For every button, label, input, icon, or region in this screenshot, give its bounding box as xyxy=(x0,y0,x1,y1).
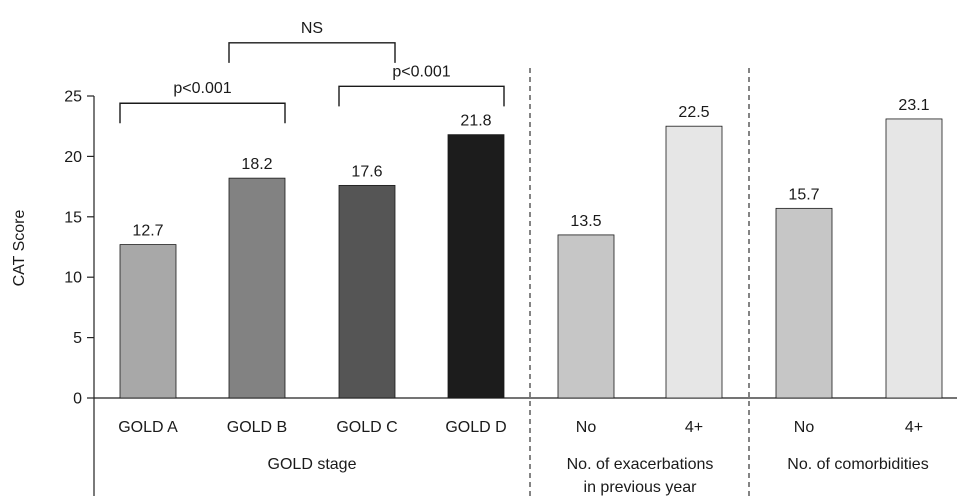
y-tick-label: 15 xyxy=(64,209,82,226)
bar xyxy=(775,207,833,399)
y-tick-label: 25 xyxy=(64,89,82,106)
bar xyxy=(447,134,505,399)
x-tick-label: No xyxy=(794,419,815,436)
x-tick-label: 4+ xyxy=(685,419,703,436)
x-tick-label: GOLD A xyxy=(118,419,178,436)
y-tick-label: 0 xyxy=(73,391,82,408)
x-tick-label: GOLD D xyxy=(445,419,506,436)
bar-value-label: 13.5 xyxy=(570,213,601,230)
x-tick-label: GOLD B xyxy=(227,419,287,436)
bar xyxy=(557,234,615,399)
bar xyxy=(119,244,177,399)
y-tick-label: 10 xyxy=(64,270,82,287)
comparison-label: NS xyxy=(301,20,323,37)
x-tick-labels: GOLD A GOLD B GOLD C GOLD D No 4+ No 4+ xyxy=(118,419,923,436)
comparison-bracket xyxy=(228,42,396,63)
group-label: in previous year xyxy=(584,479,698,496)
group-labels: GOLD stage No. of exacerbations in previou… xyxy=(268,456,929,496)
bar xyxy=(338,184,396,399)
bar xyxy=(228,177,286,399)
bar-value-label: 12.7 xyxy=(132,223,163,240)
x-tick-label: GOLD C xyxy=(336,419,397,436)
bar xyxy=(885,118,943,399)
y-tick-label: 20 xyxy=(64,149,82,166)
y-axis-title: CAT Score xyxy=(11,210,28,287)
bar-value-label: 17.6 xyxy=(351,163,382,180)
comparison-bracket xyxy=(119,102,286,124)
value-labels: 12.7 18.2 17.6 21.8 13.5 22.5 15.7 23.1 xyxy=(132,97,929,240)
bar-value-label: 22.5 xyxy=(678,104,709,121)
x-tick-label: No xyxy=(576,419,597,436)
comparison-label: p<0.001 xyxy=(392,63,450,80)
comparison-label: p<0.001 xyxy=(173,80,231,97)
bar-value-label: 15.7 xyxy=(788,186,819,203)
y-tick-label: 5 xyxy=(73,330,82,347)
x-tick-label: 4+ xyxy=(905,419,923,436)
group-label: No. of exacerbations xyxy=(567,456,714,473)
group-label: No. of comorbidities xyxy=(787,456,928,473)
bars xyxy=(119,118,943,399)
significance-brackets: p<0.001 NS p<0.001 xyxy=(119,20,505,124)
group-label: GOLD stage xyxy=(268,456,357,473)
bar-value-label: 18.2 xyxy=(241,156,272,173)
bar-value-label: 23.1 xyxy=(898,97,929,114)
bar xyxy=(665,125,723,399)
comparison-bracket xyxy=(338,85,505,107)
bar-value-label: 21.8 xyxy=(460,113,491,130)
